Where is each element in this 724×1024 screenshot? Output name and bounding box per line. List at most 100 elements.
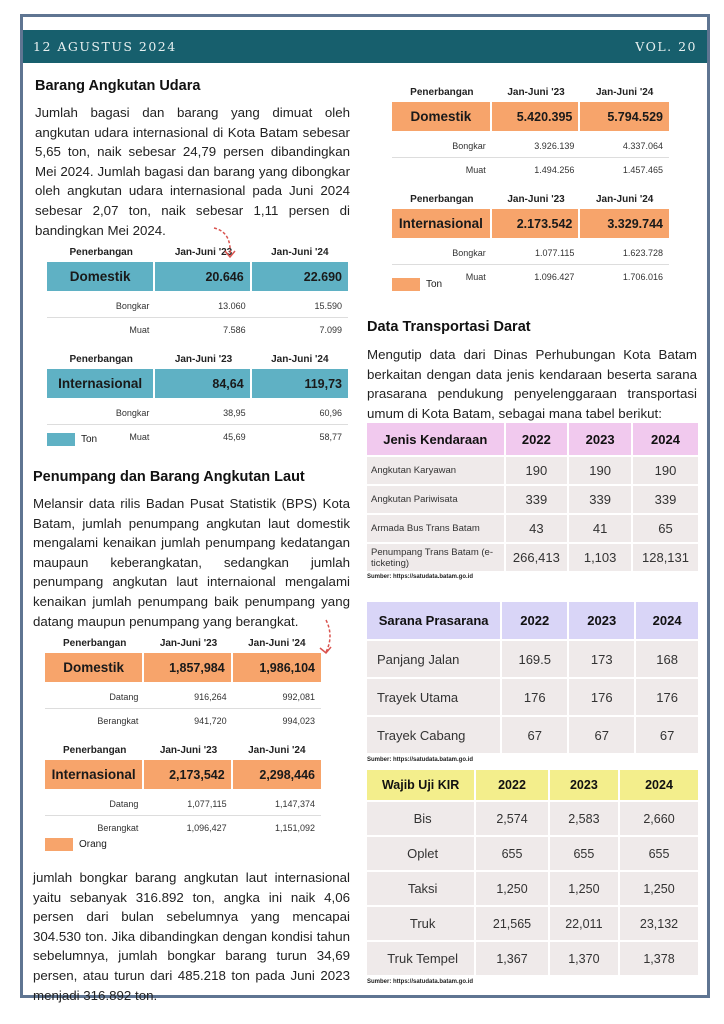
detail-row: Muat 1.494.256 1.457.465 <box>392 158 669 182</box>
column-header: 2022 <box>505 423 568 455</box>
row-label: Oplet <box>367 837 475 870</box>
row-label: Internasional <box>392 209 492 238</box>
cell-value: 1,250 <box>620 872 698 905</box>
column-header: Sarana Prasarana <box>367 602 501 639</box>
row-label: Bongkar <box>115 407 150 418</box>
cell-value: 190 <box>633 457 698 484</box>
row-value: 916,264 <box>194 691 227 702</box>
detail-row: Muat 1.096.427 1.706.016 <box>392 265 669 289</box>
table-row: Angkutan Pariwisata 339 339 339 <box>367 486 698 513</box>
header-row: Jenis Kendaraan 2022 2023 2024 <box>367 423 698 455</box>
row-label: Domestik <box>392 102 492 131</box>
column-header: Penerbangan <box>69 247 133 258</box>
air-cargo-paragraph: Jumlah bagasi dan barang yang dimuat ole… <box>35 105 350 238</box>
column-header: Penerbangan <box>410 87 474 98</box>
cell-value: 2,660 <box>620 802 698 835</box>
row-label: Internasional <box>45 760 145 789</box>
row-value: 1.096.427 <box>534 272 575 282</box>
detail-row: Muat 7.586 7.099 <box>47 318 348 342</box>
row-value: 1,096,427 <box>186 823 227 833</box>
column-header: Wajib Uji KIR <box>367 770 475 800</box>
detail-row: Berangkat 1,096,427 1,151,092 <box>45 816 321 840</box>
detail-row: Bongkar 1.077.115 1.623.728 <box>392 241 669 265</box>
row-label: Datang <box>109 691 139 702</box>
table-row: Taksi 1,250 1,250 1,250 <box>367 872 698 905</box>
summary-row: Internasional 2,173,542 2,298,446 <box>45 760 321 789</box>
row-value: 2,298,446 <box>259 767 315 782</box>
row-label: Domestik <box>45 653 145 682</box>
row-value: 15.590 <box>314 300 342 311</box>
row-value: 992,081 <box>282 691 315 702</box>
cell-value: 128,131 <box>633 544 698 571</box>
legend-label: Ton <box>426 279 443 290</box>
detail-row: Bongkar 3.926.139 4.337.064 <box>392 134 669 158</box>
cell-value: 176 <box>569 679 635 715</box>
cell-value: 43 <box>505 515 568 542</box>
row-label: Internasional <box>47 369 156 398</box>
row-label: Penumpang Trans Batam (e-ticketing) <box>367 544 504 571</box>
arrow-decoration-icon <box>319 619 332 655</box>
row-label: Angkutan Pariwisata <box>367 486 504 513</box>
column-header: 2023 <box>569 423 631 455</box>
row-value: 1,986,104 <box>259 660 315 675</box>
legend: Ton <box>47 433 97 446</box>
row-value: 1,151,092 <box>274 823 315 833</box>
row-value: 3.926.139 <box>534 140 575 151</box>
land-heading: Data Transportasi Darat <box>367 319 531 335</box>
issue-date: 12 AGUSTUS 2024 <box>33 39 177 54</box>
row-value: 84,64 <box>155 369 252 398</box>
column-header: 2023 <box>569 602 635 639</box>
row-value: 1.706.016 <box>622 272 663 282</box>
column-header: Penerbangan <box>63 745 127 756</box>
row-value: 119,73 <box>304 376 342 391</box>
flow-table: Penerbangan Jan-Juni '23 Jan-Juni '24 Domes… <box>392 87 669 194</box>
sea-paragraph: Melansir data rilis Badan Pusat Statisti… <box>33 496 350 629</box>
table-row: Trayek Cabang 67 67 67 <box>367 717 698 753</box>
cell-value: 1,367 <box>476 942 548 975</box>
cell-value: 266,413 <box>505 544 568 571</box>
cell-value: 655 <box>549 837 618 870</box>
cell-value: 41 <box>569 515 631 542</box>
row-value: 1.623.728 <box>622 247 663 258</box>
column-header: 2024 <box>620 770 698 800</box>
legend: Orang <box>45 838 107 851</box>
table-row: Bis 2,574 2,583 2,660 <box>367 802 698 835</box>
volume-number: VOL. 20 <box>635 39 697 54</box>
column-header: Penerbangan <box>69 354 133 365</box>
row-value: 2.173.542 <box>492 209 581 238</box>
table-row: Angkutan Karyawan 190 190 190 <box>367 457 698 484</box>
row-label: Berangkat <box>97 716 139 726</box>
row-value: 60,96 <box>319 407 342 418</box>
column-header: Penerbangan <box>410 194 474 205</box>
row-value: 1.457.465 <box>622 165 663 175</box>
row-label: Bongkar <box>452 140 486 151</box>
row-value: 1,147,374 <box>274 798 315 809</box>
table-row: Truk 21,565 22,011 23,132 <box>367 907 698 940</box>
table-row: Panjang Jalan 169.5 173 168 <box>367 641 698 677</box>
column-header: 2024 <box>633 423 698 455</box>
detail-row: Bongkar 13.060 15.590 <box>47 294 348 318</box>
detail-row: Datang 1,077,115 1,147,374 <box>45 792 321 816</box>
row-value: 1.494.256 <box>534 165 575 175</box>
summary-row: Internasional 84,64 119,73 <box>47 369 348 398</box>
sea-heading: Penumpang dan Barang Angkutan Laut <box>33 469 305 485</box>
column-header: 2023 <box>549 770 618 800</box>
legend-swatch <box>392 278 420 291</box>
source-note: Sumber: https://satudata.batam.go.id <box>367 757 474 763</box>
row-value: 38,95 <box>223 407 246 418</box>
cell-value: 1,103 <box>569 544 631 571</box>
legend-swatch <box>47 433 75 446</box>
column-header: Jan-Juni '24 <box>248 745 306 756</box>
column-header: 2024 <box>636 602 698 639</box>
cell-value: 339 <box>505 486 568 513</box>
cell-value: 655 <box>620 837 698 870</box>
cell-value: 655 <box>476 837 548 870</box>
header-row: Wajib Uji KIR 2022 2023 2024 <box>367 770 698 800</box>
row-value: 1,077,115 <box>187 798 227 809</box>
legend-swatch <box>45 838 73 851</box>
cell-value: 168 <box>636 641 698 677</box>
table-row: Penumpang Trans Batam (e-ticketing) 266,4… <box>367 544 698 571</box>
detail-row: Muat 45,69 58,77 <box>47 425 348 449</box>
row-value: 3.329.744 <box>607 216 663 231</box>
sea-cargo-paragraph: jumlah bongkar barang angkutan laut inte… <box>33 870 350 1003</box>
